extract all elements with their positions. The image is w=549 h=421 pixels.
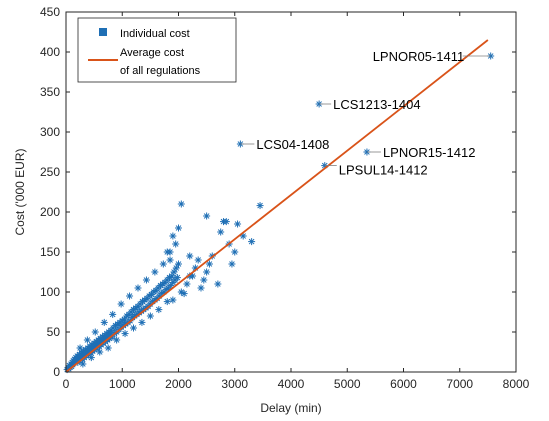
data-point — [256, 202, 264, 210]
data-point — [189, 272, 197, 280]
y-tick-label: 50 — [47, 325, 61, 339]
annotation-label: LPNOR05-1411 — [373, 49, 465, 64]
legend-points-swatch — [99, 28, 107, 36]
data-point — [83, 336, 91, 344]
data-point — [231, 248, 239, 256]
data-point — [217, 228, 225, 236]
data-point — [163, 248, 171, 256]
y-axis-label: Cost ('000 EUR) — [13, 149, 27, 236]
data-point — [203, 268, 211, 276]
data-point — [134, 284, 142, 292]
data-point — [194, 256, 202, 264]
annotations: LPNOR05-1411 LCS1213-1404 LCS04-1408 LPNOR1… — [240, 49, 491, 178]
data-point — [186, 252, 194, 260]
y-tick-label: 100 — [40, 285, 60, 299]
data-point — [113, 336, 121, 344]
y-tick-label: 150 — [40, 245, 60, 259]
data-point — [175, 224, 182, 232]
data-point — [142, 276, 150, 284]
data-point — [167, 282, 175, 290]
data-point — [91, 328, 99, 336]
x-tick-label: 6000 — [390, 377, 417, 391]
data-point — [169, 296, 177, 304]
y-tick-label: 300 — [40, 125, 60, 139]
x-tick-label: 4000 — [278, 377, 305, 391]
data-point — [197, 284, 205, 292]
data-point — [159, 260, 167, 268]
data-point — [87, 354, 95, 362]
x-axis-ticks: 0 1000 2000 3000 4000 5000 6000 7000 8000 — [63, 12, 530, 391]
y-tick-label: 250 — [40, 165, 60, 179]
y-tick-label: 0 — [53, 365, 60, 379]
data-point — [169, 232, 177, 240]
y-tick-label: 400 — [40, 45, 60, 59]
legend-line-label-1: Average cost — [120, 47, 184, 59]
data-point — [205, 260, 213, 268]
data-point — [222, 218, 230, 226]
data-point — [214, 280, 222, 288]
annotation-label: LCS04-1408 — [256, 137, 329, 152]
data-point — [234, 220, 242, 228]
data-point — [109, 310, 117, 318]
x-tick-label: 7000 — [446, 377, 473, 391]
data-point — [117, 300, 125, 308]
x-tick-label: 5000 — [334, 377, 361, 391]
data-point — [79, 360, 87, 368]
trend-line-group — [65, 39, 489, 373]
x-tick-label: 3000 — [221, 377, 248, 391]
data-point — [151, 268, 159, 276]
annotation-label: LCS1213-1404 — [333, 97, 420, 112]
data-point — [166, 256, 174, 264]
data-point — [146, 312, 154, 320]
data-point — [203, 212, 211, 220]
x-tick-label: 2000 — [165, 377, 192, 391]
x-tick-label: 8000 — [503, 377, 530, 391]
y-tick-label: 200 — [40, 205, 60, 219]
legend: Individual cost Average cost of all regu… — [77, 17, 237, 83]
annotation-label: LPNOR15-1412 — [383, 145, 476, 160]
data-point — [175, 260, 182, 268]
data-point — [76, 344, 84, 352]
data-point — [163, 298, 171, 306]
data-point — [248, 238, 256, 246]
x-axis-label: Delay (min) — [260, 401, 321, 415]
data-point — [126, 292, 134, 300]
y-tick-label: 450 — [40, 5, 60, 19]
data-point — [100, 318, 108, 326]
data-point — [228, 260, 236, 268]
data-point — [200, 276, 208, 284]
annotation-label: LPSUL14-1412 — [339, 163, 428, 178]
y-tick-label: 350 — [40, 85, 60, 99]
data-point — [96, 348, 104, 356]
data-point — [180, 290, 188, 298]
y-axis-ticks: 0 50 100 150 200 250 300 350 400 450 — [40, 5, 516, 379]
data-point — [121, 330, 129, 338]
x-tick-label: 0 — [63, 377, 70, 391]
legend-line-label-2: of all regulations — [120, 65, 201, 77]
legend-points-label: Individual cost — [120, 28, 190, 40]
data-point — [130, 324, 137, 332]
data-point — [138, 318, 146, 326]
x-tick-label: 1000 — [109, 377, 136, 391]
data-point — [104, 344, 112, 352]
data-point — [155, 306, 163, 314]
data-point — [173, 274, 181, 282]
trend-line — [65, 39, 489, 373]
data-point — [183, 280, 191, 288]
data-point — [172, 240, 180, 248]
data-point — [177, 200, 185, 208]
